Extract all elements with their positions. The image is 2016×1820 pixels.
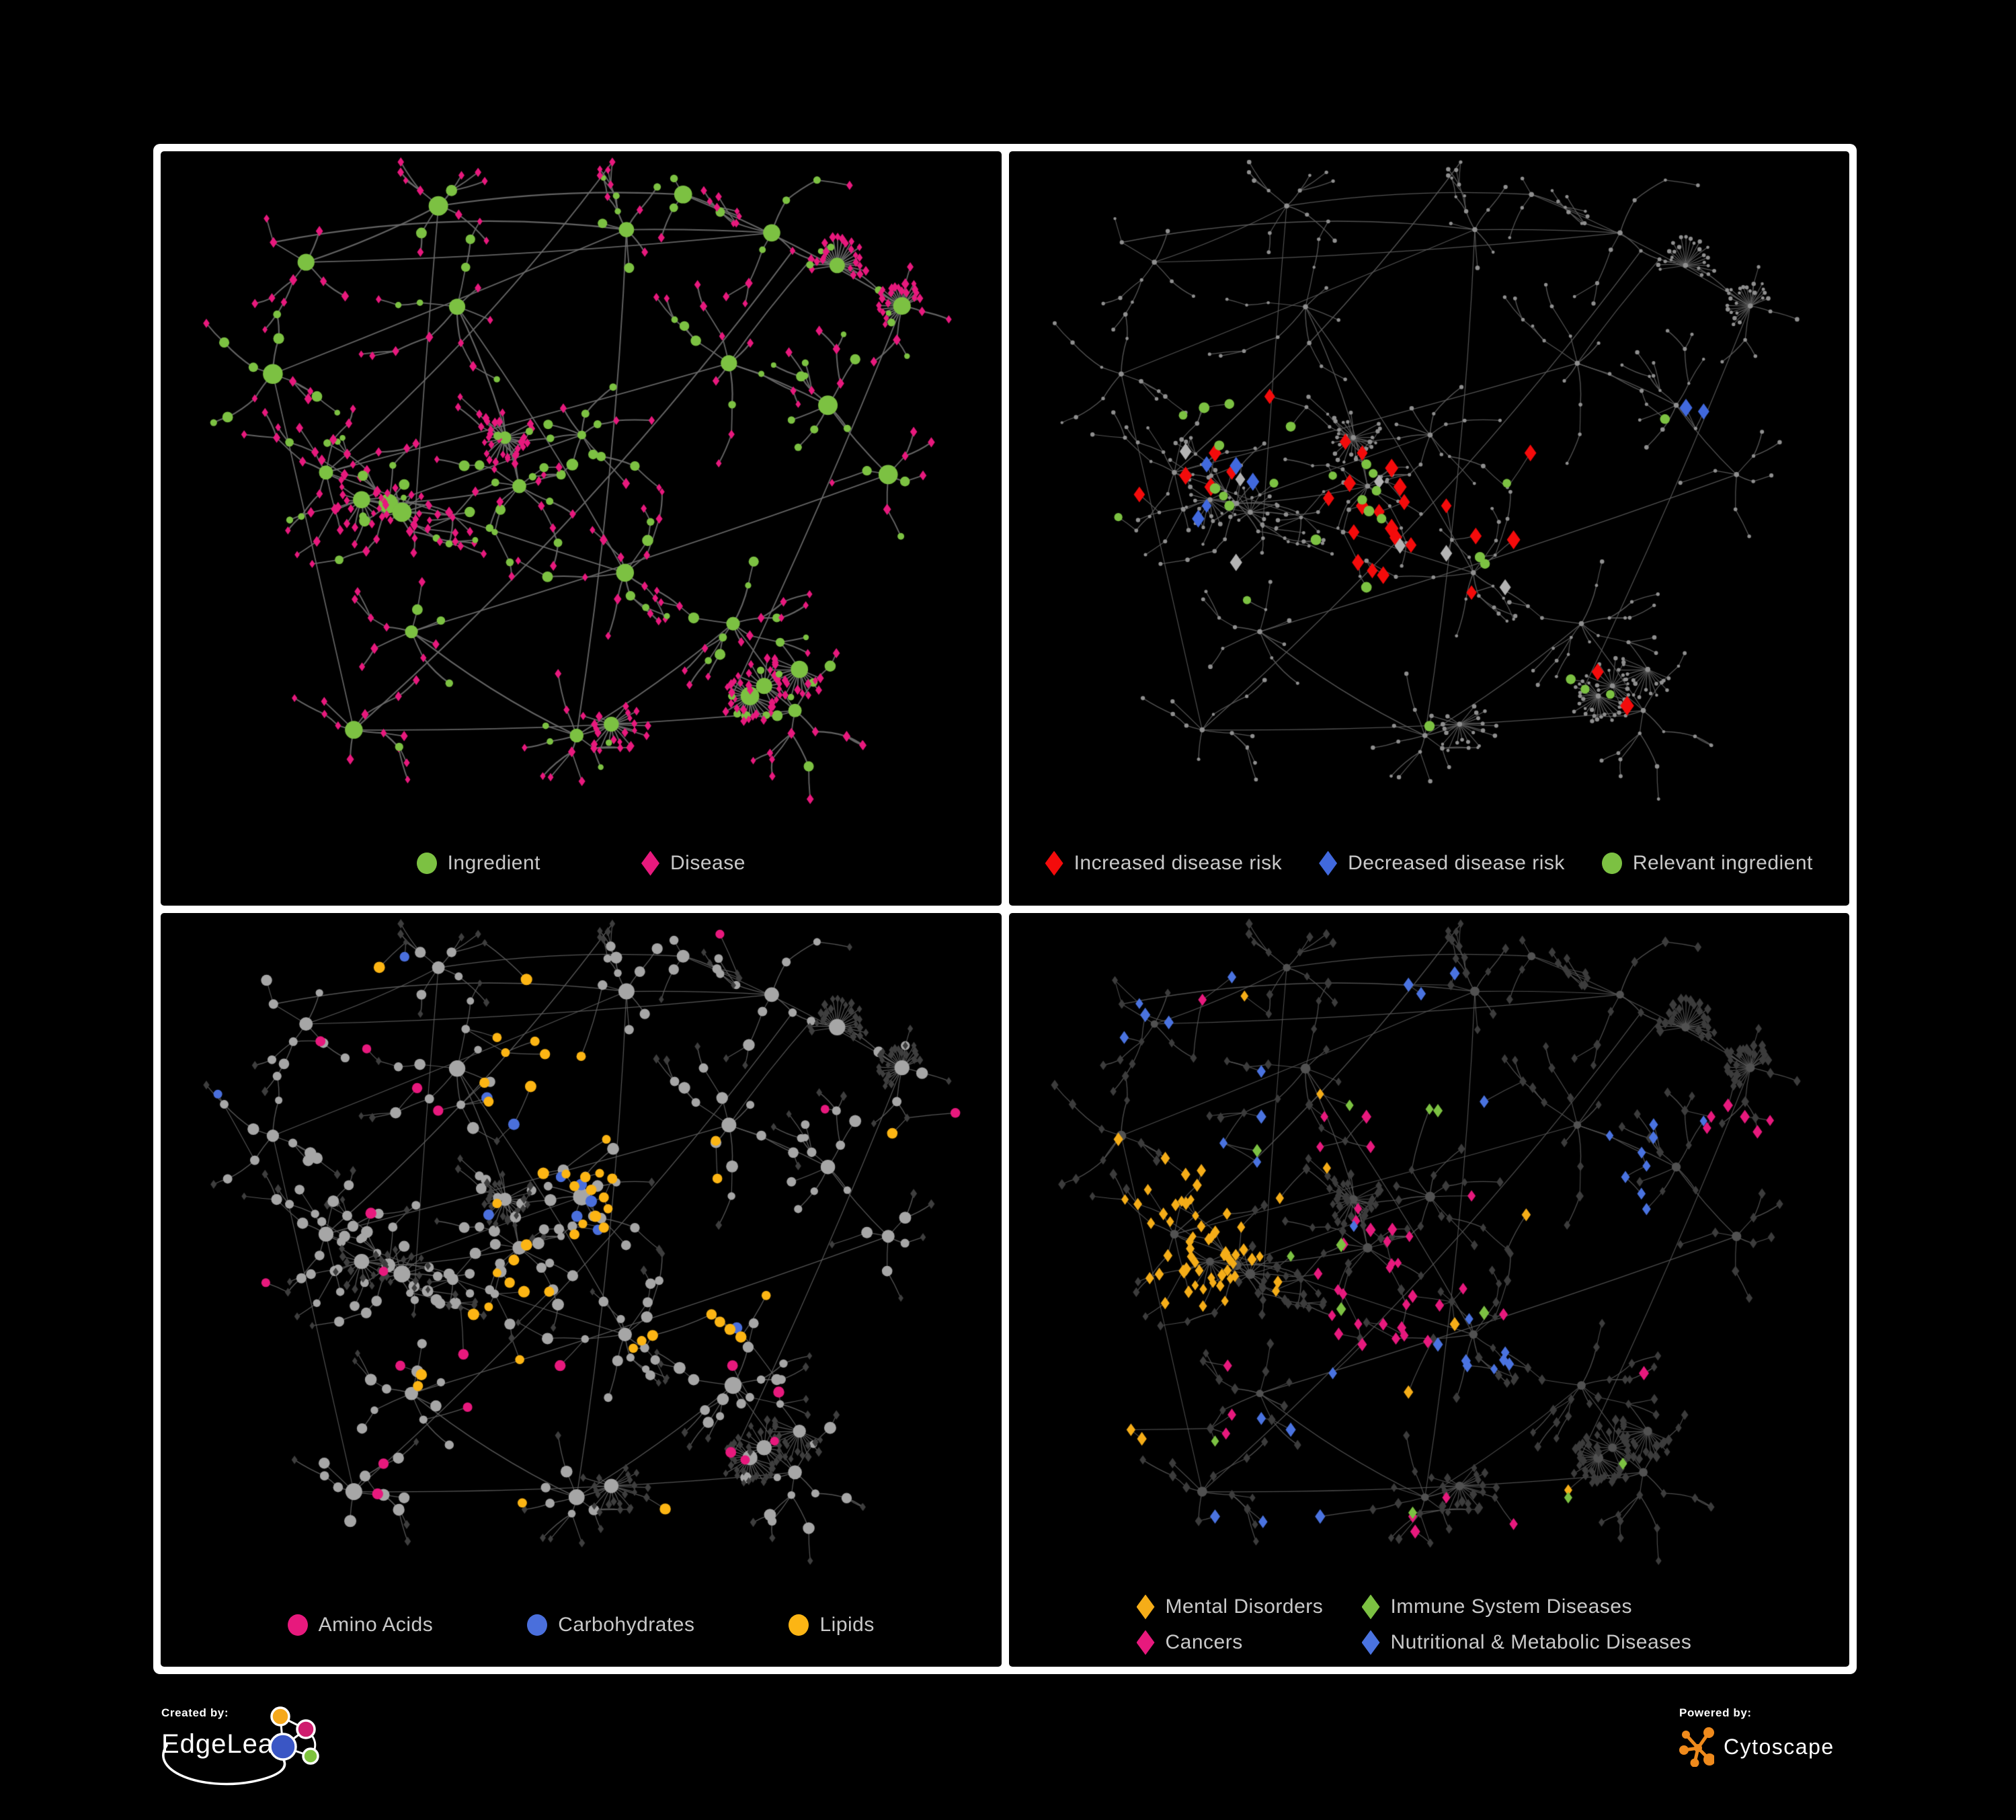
legend-label: Mental Disorders <box>1165 1595 1324 1618</box>
created-by-label: Created by: <box>161 1706 229 1719</box>
legend-label: Nutritional & Metabolic Diseases <box>1390 1631 1692 1653</box>
circle-swatch-icon <box>416 853 437 874</box>
panel-disease-risk: Increased disease risk Decreased disease … <box>1008 151 1850 906</box>
legend-item-disease: Disease <box>641 850 745 876</box>
legend-label: Carbohydrates <box>558 1613 695 1636</box>
circle-swatch-icon <box>1601 853 1622 874</box>
panel-nutrient-classes: Amino Acids Carbohydrates Lipids <box>161 912 1002 1667</box>
legend-label: Immune System Diseases <box>1390 1595 1632 1618</box>
network-canvas-ingredient-disease <box>161 151 1002 822</box>
diamond-swatch-icon <box>1045 850 1063 876</box>
legend-item-cancers: Cancers <box>1136 1630 1362 1655</box>
circle-swatch-icon <box>789 1614 809 1636</box>
legend-label: Cancers <box>1165 1631 1243 1653</box>
legend-disease-risk: Increased disease risk Decreased disease … <box>1009 822 1850 906</box>
diamond-swatch-icon <box>1361 1630 1380 1655</box>
panel-disease-categories: Mental Disorders Immune System Diseases Ca… <box>1008 912 1850 1667</box>
legend-label: Disease <box>670 852 745 874</box>
edgeleap-wordmark: EdgeLeap <box>161 1729 290 1759</box>
legend-item-mental-disorders: Mental Disorders <box>1136 1594 1362 1620</box>
network-canvas-disease-categories <box>1008 912 1849 1583</box>
diamond-swatch-icon <box>1136 1594 1155 1620</box>
cytoscape-wordmark: Cytoscape <box>1724 1734 1834 1759</box>
panel-ingredient-disease: Ingredient Disease <box>161 151 1002 906</box>
legend-label: Increased disease risk <box>1074 852 1283 874</box>
legend-label: Lipids <box>819 1613 875 1636</box>
legend-nutrient-classes: Amino Acids Carbohydrates Lipids <box>161 1583 1002 1667</box>
powered-by-block: Powered by: Cytosc <box>1679 1706 1881 1820</box>
legend-item-carbohydrates: Carbohydrates <box>527 1614 694 1636</box>
legend-ingredient-disease: Ingredient Disease <box>161 822 1002 906</box>
legend-item-relevant-ingredient: Relevant ingredient <box>1601 852 1813 875</box>
network-figure-board: Ingredient Disease Increased disease risk… <box>153 144 1857 1674</box>
legend-label: Relevant ingredient <box>1632 852 1813 874</box>
diamond-swatch-icon <box>1319 850 1338 876</box>
diamond-swatch-icon <box>1361 1594 1380 1620</box>
diamond-swatch-icon <box>641 850 660 876</box>
diamond-swatch-icon <box>1136 1630 1155 1655</box>
cytoscape-logo-icon <box>1679 1727 1714 1767</box>
network-canvas-disease-risk <box>1008 151 1849 822</box>
network-canvas-nutrient-classes <box>161 912 1002 1583</box>
legend-label: Ingredient <box>447 852 541 874</box>
legend-label: Amino Acids <box>318 1613 434 1636</box>
legend-item-increased-disease-risk: Increased disease risk <box>1045 850 1283 876</box>
circle-swatch-icon <box>287 1614 308 1636</box>
legend-label: Decreased disease risk <box>1348 852 1565 874</box>
edgeleap-logo-icon <box>162 1706 319 1786</box>
legend-item-immune-system-diseases: Immune System Diseases <box>1361 1594 1692 1620</box>
legend-item-decreased-disease-risk: Decreased disease risk <box>1319 850 1565 876</box>
legend-disease-categories: Mental Disorders Immune System Diseases Ca… <box>1009 1583 1850 1667</box>
legend-item-nutritional-metabolic-diseases: Nutritional & Metabolic Diseases <box>1361 1630 1692 1655</box>
powered-by-label: Powered by: <box>1679 1706 1752 1719</box>
circle-swatch-icon <box>527 1614 548 1636</box>
legend-item-ingredient: Ingredient <box>416 852 541 875</box>
created-by-block: Created by: EdgeLeap <box>161 1706 477 1820</box>
legend-item-lipids: Lipids <box>789 1614 874 1636</box>
legend-item-amino-acids: Amino Acids <box>287 1613 434 1636</box>
